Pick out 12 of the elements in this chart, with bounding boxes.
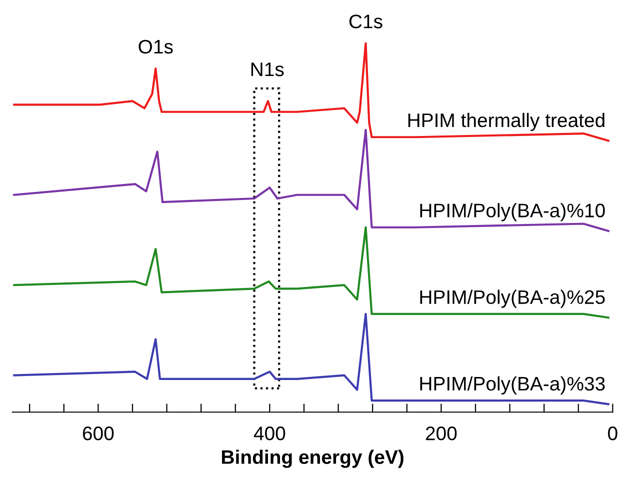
annotation: N1s: [251, 62, 284, 76]
annotation: C1s: [349, 14, 382, 28]
annotation: O1s: [138, 40, 173, 54]
x-axis-title: Binding energy (eV): [222, 450, 404, 468]
x-tick-label: 400: [254, 426, 286, 440]
series-label: HPIM/Poly(BA-a)%10: [420, 203, 605, 222]
series-label: HPIM thermally treated: [408, 112, 604, 132]
series-label: HPIM/Poly(BA-a)%33: [420, 376, 605, 394]
x-tick-label: 0: [608, 426, 618, 440]
x-tick-label: 200: [426, 426, 457, 440]
series-label: HPIM/Poly(BA-a)%25: [420, 290, 605, 308]
x-tick-label: 600: [82, 426, 114, 440]
